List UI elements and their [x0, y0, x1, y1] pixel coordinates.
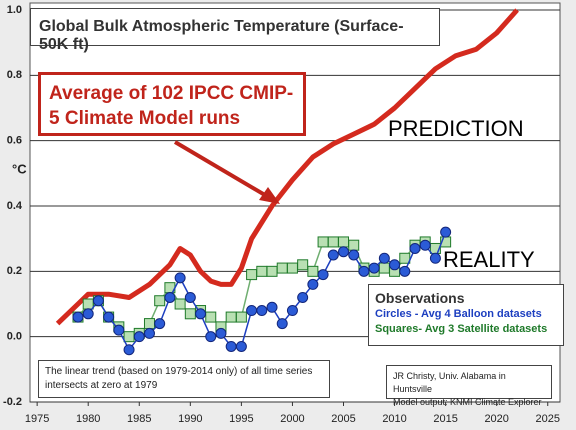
prediction-label: PREDICTION	[388, 116, 524, 141]
point	[103, 311, 115, 323]
point	[399, 265, 411, 277]
title-box: Global Bulk Atmospheric Temperature (Sur…	[30, 8, 440, 53]
model-annotation: Average of 102 IPCC CMIP-5 Climate Model…	[38, 72, 306, 136]
credit-line: JR Christy, Univ. Alabama in Huntsville	[393, 371, 506, 394]
x-tick-label: 1975	[25, 413, 49, 425]
point	[276, 318, 288, 330]
point	[378, 262, 390, 274]
y-tick-label: 0.0	[7, 331, 22, 343]
point	[429, 252, 441, 264]
point	[327, 249, 339, 261]
point	[154, 295, 166, 307]
x-tick-label: 2015	[433, 413, 457, 425]
point	[440, 226, 452, 238]
arrow-head	[259, 187, 280, 204]
point	[205, 331, 217, 343]
note: The linear trend (based on 1979-2014 onl…	[38, 360, 330, 398]
point	[143, 327, 155, 339]
x-tick-label: 2020	[484, 413, 508, 425]
point	[348, 249, 360, 261]
point	[133, 331, 145, 343]
point	[266, 301, 278, 313]
x-tick-label: 2010	[382, 413, 406, 425]
credit-line: Model output: KNMI Climate Explorer	[393, 397, 542, 407]
point	[389, 259, 401, 271]
point	[205, 311, 217, 323]
point	[72, 311, 84, 323]
point	[225, 311, 237, 323]
point	[286, 262, 298, 274]
reality-label: REALITY	[443, 247, 535, 272]
point	[225, 340, 237, 352]
arrow-shaft	[173, 140, 272, 200]
point	[266, 265, 278, 277]
x-tick-label: 2025	[536, 413, 560, 425]
y-tick-label: 1.0	[7, 4, 22, 16]
point	[164, 291, 176, 303]
point	[327, 236, 339, 248]
point	[317, 236, 329, 248]
y-tick-label: -0.2	[3, 396, 22, 408]
legend-title: Observations	[375, 290, 465, 306]
x-tick-label: 1980	[76, 413, 100, 425]
point	[307, 278, 319, 290]
point	[184, 308, 196, 320]
point	[235, 340, 247, 352]
y-tick-label: 0.2	[7, 265, 22, 277]
point	[338, 246, 350, 258]
point	[338, 236, 350, 248]
credit: JR Christy, Univ. Alabama in Huntsville …	[386, 365, 552, 407]
point	[256, 265, 268, 277]
point	[154, 318, 166, 330]
point	[399, 252, 411, 264]
point	[174, 272, 186, 284]
point	[123, 344, 135, 356]
point	[143, 318, 155, 330]
y-tick-label: 0.4	[7, 200, 23, 212]
point	[368, 262, 380, 274]
series-label: Average of 102 IPCC CMIP-5 Climate Model…	[49, 83, 294, 129]
point	[378, 252, 390, 264]
point	[297, 291, 309, 303]
point	[174, 298, 186, 310]
point	[113, 324, 125, 336]
legend-entry: Circles - Avg 4 Balloon datasets	[375, 308, 542, 320]
point	[419, 239, 431, 251]
point	[215, 327, 227, 339]
point	[246, 269, 258, 281]
point	[286, 305, 298, 317]
legend-entry: Squares- Avg 3 Satellite datasets	[375, 323, 548, 335]
x-tick-label: 2000	[280, 413, 304, 425]
x-tick-label: 1985	[127, 413, 151, 425]
point	[82, 308, 94, 320]
y-tick-label: 0.8	[7, 69, 22, 81]
point	[409, 242, 421, 254]
point	[256, 305, 268, 317]
y-tick-label: 0.6	[7, 135, 22, 147]
y-axis-label: °C	[12, 161, 27, 176]
point	[123, 331, 135, 343]
series-line	[55, 8, 519, 326]
point	[307, 265, 319, 277]
point	[297, 259, 309, 271]
x-tick-label: 2005	[331, 413, 355, 425]
point	[358, 265, 370, 277]
point	[317, 269, 329, 281]
point	[195, 308, 207, 320]
chart-title: Global Bulk Atmospheric Temperature (Sur…	[39, 18, 404, 53]
point	[348, 239, 360, 251]
point	[235, 311, 247, 323]
x-tick-label: 1995	[229, 413, 253, 425]
point	[246, 305, 258, 317]
x-tick-label: 1990	[178, 413, 202, 425]
point	[184, 291, 196, 303]
point	[82, 298, 94, 310]
point	[276, 262, 288, 274]
point	[92, 295, 104, 307]
legend: Observations Circles - Avg 4 Balloon dat…	[368, 284, 564, 346]
